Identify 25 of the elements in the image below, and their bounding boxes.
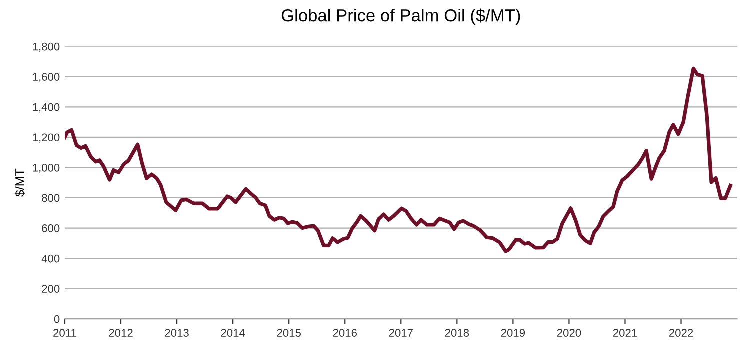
- y-tick-label: 1,000: [33, 164, 60, 174]
- chart-title: Global Price of Palm Oil ($/MT): [282, 8, 520, 26]
- x-tick-label: 2019: [501, 329, 526, 338]
- y-tick-label: 800: [42, 194, 60, 202]
- y-axis-title: $/MT: [14, 168, 26, 197]
- x-tick-label: 2022: [669, 329, 694, 338]
- x-tick-label: 2016: [333, 329, 357, 338]
- line-series: [64, 66, 732, 254]
- x-tick-label: 2011: [54, 329, 76, 338]
- y-tick-label: 200: [42, 285, 60, 293]
- x-tick-label: 2015: [277, 329, 301, 338]
- y-tick-label: 1,400: [33, 103, 60, 113]
- x-tick-label: 2013: [165, 329, 189, 338]
- x-tick-label: 2014: [221, 329, 246, 338]
- y-tick-label: 1,200: [33, 134, 60, 143]
- x-tick-label: 2012: [109, 329, 133, 338]
- y-tick-label: 400: [42, 254, 60, 263]
- x-tick-label: 2021: [613, 329, 638, 338]
- y-tick-label: 0: [54, 315, 60, 324]
- x-tick-label: 2018: [445, 329, 470, 338]
- y-tick-label: 1,800: [33, 42, 60, 52]
- x-tick-label: 2017: [389, 329, 413, 338]
- y-tick-label: 1,600: [33, 73, 60, 82]
- y-tick-label: 600: [42, 224, 60, 232]
- x-tick-label: 2020: [557, 329, 582, 338]
